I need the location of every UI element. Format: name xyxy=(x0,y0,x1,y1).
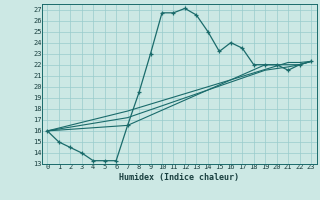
X-axis label: Humidex (Indice chaleur): Humidex (Indice chaleur) xyxy=(119,173,239,182)
